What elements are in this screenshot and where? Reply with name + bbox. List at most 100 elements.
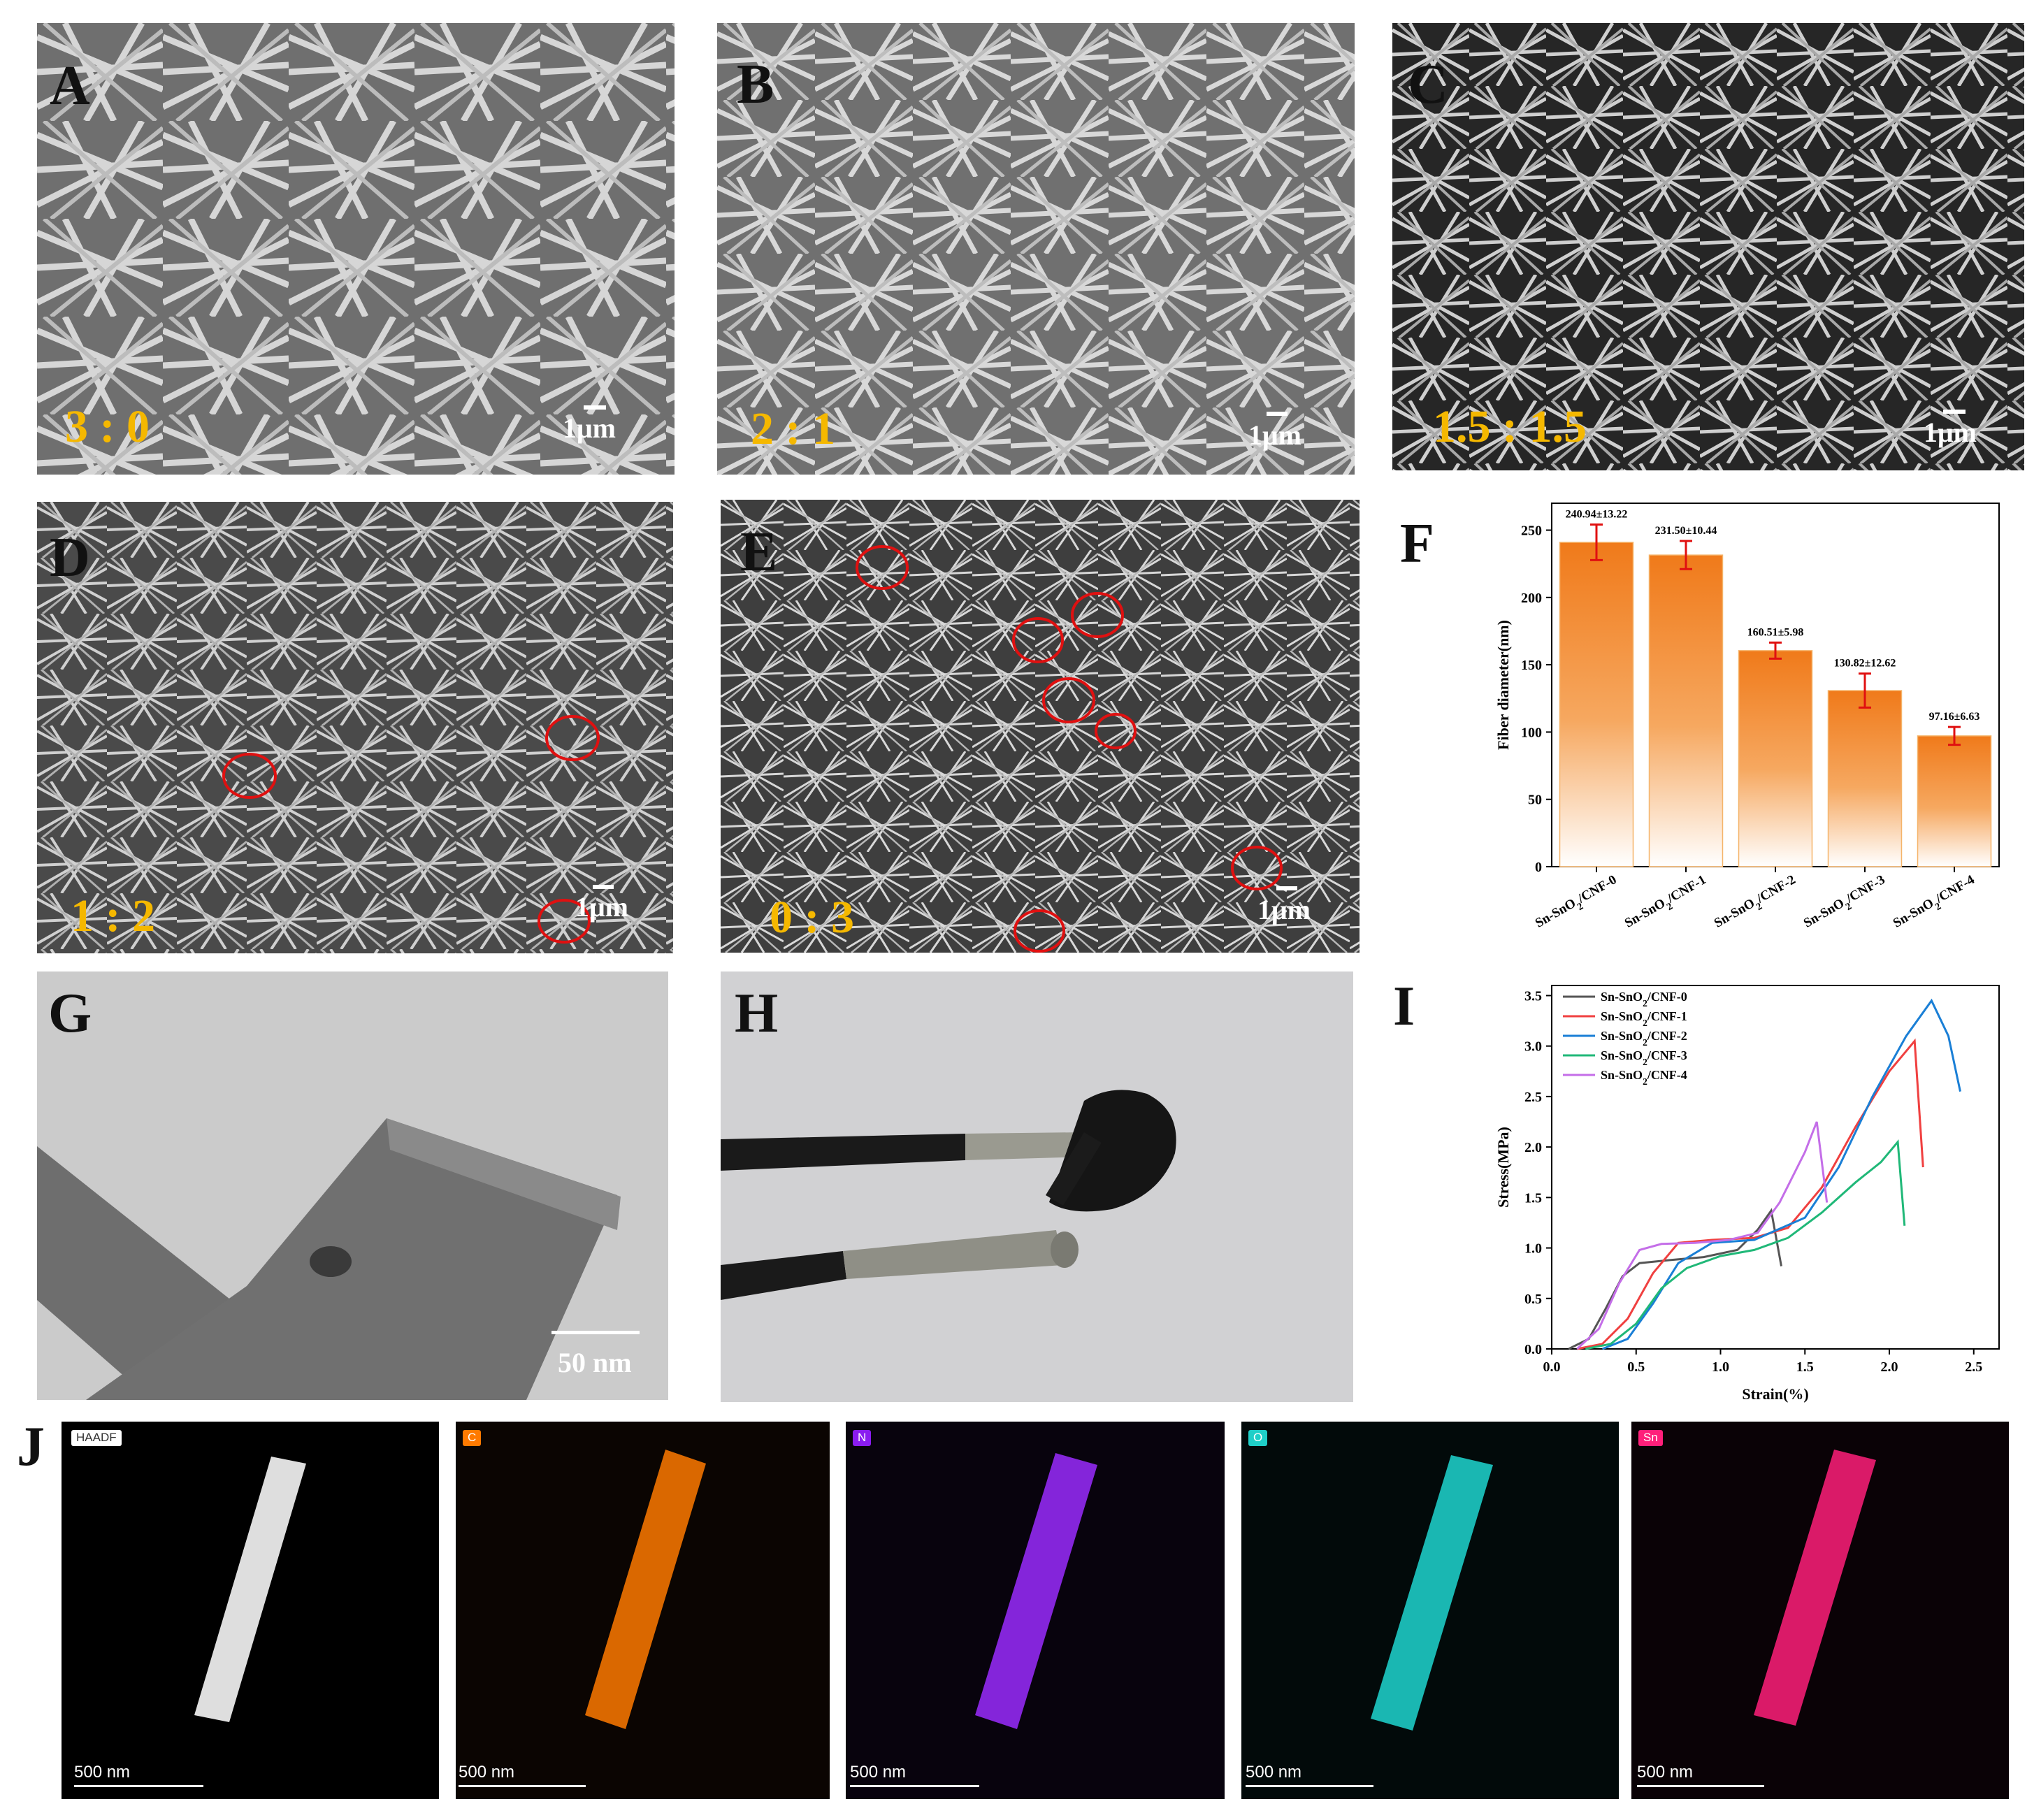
legend-entry: Sn-SnO2/CNF-1 — [1601, 1009, 1687, 1028]
y-tick-label: 0.0 — [1524, 1342, 1542, 1357]
y-tick-label: 2.5 — [1524, 1090, 1542, 1105]
y-tick-label: 3.5 — [1524, 988, 1542, 1004]
x-tick-label: Sn-SnO2/CNF-4 — [1891, 872, 1980, 935]
scale-bar — [459, 1785, 586, 1787]
panel-letter: E — [740, 521, 778, 583]
map-label: O — [1248, 1430, 1268, 1446]
scale-bar — [1267, 412, 1288, 416]
panel-letter: C — [1408, 54, 1448, 115]
sem-image-a — [37, 23, 675, 475]
scale-label: 1μm — [575, 891, 628, 923]
bar — [1827, 690, 1903, 867]
data-label: 231.50±10.44 — [1655, 525, 1717, 537]
scale-label: 500 nm — [459, 1763, 515, 1782]
sem-image-e — [721, 500, 1360, 953]
bar — [1648, 554, 1724, 867]
scale-label: 500 nm — [850, 1763, 907, 1782]
tin-map-image — [1754, 1450, 1876, 1726]
panel-letter: D — [50, 527, 90, 588]
y-axis-label: Fiber diameter(nm) — [1494, 620, 1512, 750]
y-tick-label: 0.5 — [1524, 1292, 1542, 1307]
x-tick-label: 1.0 — [1712, 1359, 1729, 1375]
eds-map-n: N 500 nm — [846, 1422, 1225, 1799]
eds-map-haadf: HAADF 500 nm — [62, 1422, 439, 1799]
scale-label: 1μm — [1248, 419, 1301, 451]
x-tick-label: 1.5 — [1796, 1359, 1814, 1375]
data-label: 160.51±5.98 — [1747, 626, 1804, 638]
panel-letter: A — [50, 55, 90, 117]
plot-frame — [1551, 985, 2000, 1350]
fiber-diameter-bar-chart: 0 50 100 150 200 250 Fiber diameter(nm) 240.94±… — [1494, 503, 2000, 935]
legend-entry: Sn-SnO2/CNF-2 — [1601, 1029, 1687, 1048]
agglomerate-marker-circles — [222, 715, 600, 944]
series-line — [1568, 1208, 1782, 1350]
eds-map-sn: Sn 500 nm — [1631, 1422, 2009, 1799]
scale-bar — [850, 1785, 979, 1787]
y-tick-label: 1.0 — [1524, 1241, 1542, 1257]
scale-label: 50 nm — [558, 1347, 632, 1378]
series-line — [1576, 1121, 1829, 1350]
y-tick-label: 1.5 — [1524, 1190, 1542, 1206]
carbon-map-image — [585, 1450, 706, 1729]
y-tick-label: 0 — [1535, 860, 1542, 875]
panel-letter-j: J — [17, 1416, 45, 1478]
panel-letter: G — [48, 983, 92, 1044]
bar — [1559, 542, 1634, 867]
scale-label: 500 nm — [1637, 1763, 1694, 1782]
x-tick-label: Sn-SnO2/CNF-3 — [1801, 872, 1890, 935]
data-label: 97.16±6.63 — [1929, 711, 1980, 723]
eds-map-o: O 500 nm — [1241, 1422, 1619, 1799]
tem-panel-g: G 50 nm — [37, 972, 668, 1400]
sem-image-b — [717, 23, 1355, 475]
x-tick-label: Sn-SnO2/CNF-0 — [1533, 872, 1622, 935]
x-tick-label: 2.5 — [1965, 1359, 1982, 1375]
legend-entry: Sn-SnO2/CNF-4 — [1601, 1068, 1687, 1087]
sem-panel-e: E 0 : 3 1μm — [721, 500, 1360, 953]
legend-entry: Sn-SnO2/CNF-3 — [1601, 1048, 1687, 1067]
y-tick-label: 150 — [1521, 658, 1542, 673]
panel-letter: B — [737, 54, 774, 115]
map-label: C — [463, 1430, 482, 1446]
series-line — [1585, 1139, 1906, 1350]
mass-ratio-label: 3 : 0 — [65, 401, 150, 452]
photo-panel-h: H — [721, 972, 1353, 1402]
oxygen-map-image — [1371, 1455, 1493, 1731]
legend-entry: Sn-SnO2/CNF-0 — [1601, 990, 1687, 1009]
scale-label: 500 nm — [74, 1763, 131, 1782]
scale-bar — [584, 405, 606, 410]
x-tick-label: 2.0 — [1881, 1359, 1898, 1375]
y-axis-label: Stress(MPa) — [1494, 1127, 1512, 1208]
tem-image — [37, 972, 668, 1400]
scale-bar — [1943, 410, 1966, 414]
series-line — [1601, 998, 1961, 1350]
scale-bar — [1276, 886, 1297, 890]
sem-image-c — [1392, 23, 2024, 470]
scale-label: 1μm — [1924, 417, 1977, 448]
scale-label: 1μm — [563, 412, 616, 444]
map-label: N — [853, 1430, 872, 1446]
y-tick-label: 200 — [1521, 591, 1542, 606]
haadf-fiber-image — [194, 1457, 306, 1722]
sem-panel-d: D 1 : 2 1μm — [37, 502, 673, 953]
bar — [1917, 735, 1992, 867]
sem-panel-b: B 2 : 1 1μm — [717, 23, 1355, 475]
mass-ratio-label: 1 : 2 — [71, 890, 155, 941]
y-tick-label: 3.0 — [1524, 1039, 1542, 1055]
scale-bar — [1246, 1785, 1373, 1787]
scale-label: 1μm — [1257, 894, 1311, 925]
agglomerate-marker-circles — [856, 545, 1283, 953]
scale-bar — [1637, 1785, 1764, 1787]
panel-letter-i: I — [1393, 976, 1415, 1037]
data-label: 240.94±13.22 — [1566, 509, 1628, 521]
sem-panel-c: C 1.5 : 1.5 1μm — [1392, 23, 2024, 470]
map-label: HAADF — [71, 1430, 122, 1446]
mass-ratio-label: 2 : 1 — [751, 403, 835, 454]
stress-strain-line-chart: 0.0 0.5 1.0 1.5 2.0 2.5 3.0 3.5 0.0 0.5 1.0 1.5 2.0 2… — [1494, 985, 2000, 1403]
bar — [1738, 650, 1813, 867]
panel-letter-f: F — [1400, 513, 1434, 575]
y-tick-label: 50 — [1528, 793, 1542, 808]
x-tick-label: Sn-SnO2/CNF-2 — [1712, 872, 1801, 935]
data-label: 130.82±12.62 — [1834, 658, 1896, 670]
series-line — [1576, 1038, 1924, 1350]
scale-bar — [74, 1785, 203, 1787]
